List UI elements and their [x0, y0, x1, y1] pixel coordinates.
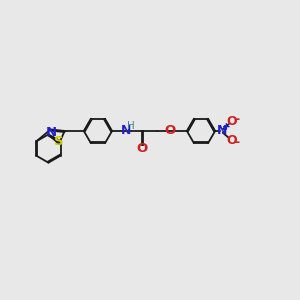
- Text: -: -: [234, 113, 239, 126]
- Text: +: +: [222, 122, 231, 132]
- Text: O: O: [164, 124, 176, 137]
- Text: O: O: [136, 142, 147, 155]
- Text: N: N: [121, 124, 132, 137]
- Text: N: N: [217, 124, 228, 137]
- Text: H: H: [127, 121, 134, 131]
- Text: -: -: [234, 136, 239, 149]
- Text: S: S: [54, 135, 64, 148]
- Text: N: N: [46, 126, 57, 139]
- Text: O: O: [226, 134, 237, 147]
- Text: O: O: [226, 115, 237, 128]
